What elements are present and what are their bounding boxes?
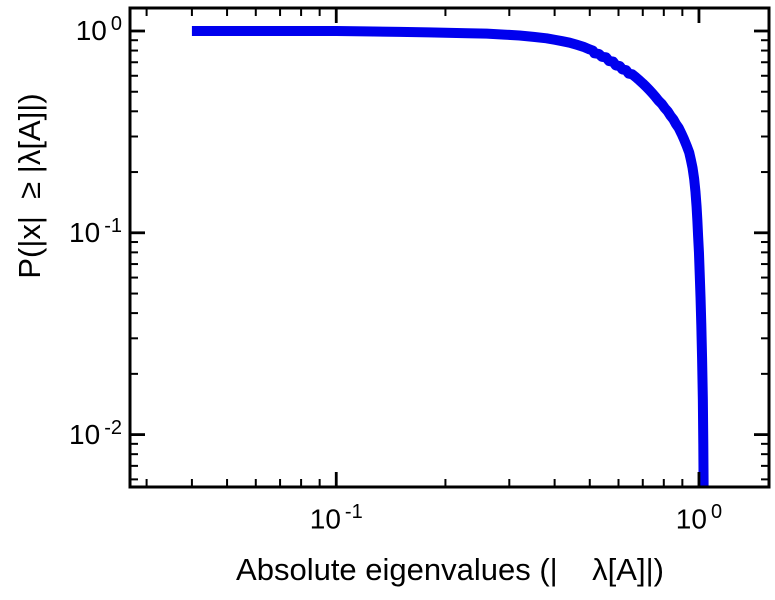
x-axis-label: Absolute eigenvalues (| λ[A]|) (236, 552, 664, 587)
ccdf-curve (191, 25, 709, 487)
x-tick-label: 10 0 (675, 501, 723, 535)
y-axis-label: P(|x| ≥ |λ[A]|) (12, 93, 47, 279)
y-tick-label: 10 0 (75, 12, 122, 47)
plot-border (128, 6, 771, 489)
x-tick-label: 10 -1 (309, 501, 363, 535)
y-tick-label: 10 -1 (69, 214, 122, 248)
y-tick-label: 10 -2 (69, 416, 122, 450)
